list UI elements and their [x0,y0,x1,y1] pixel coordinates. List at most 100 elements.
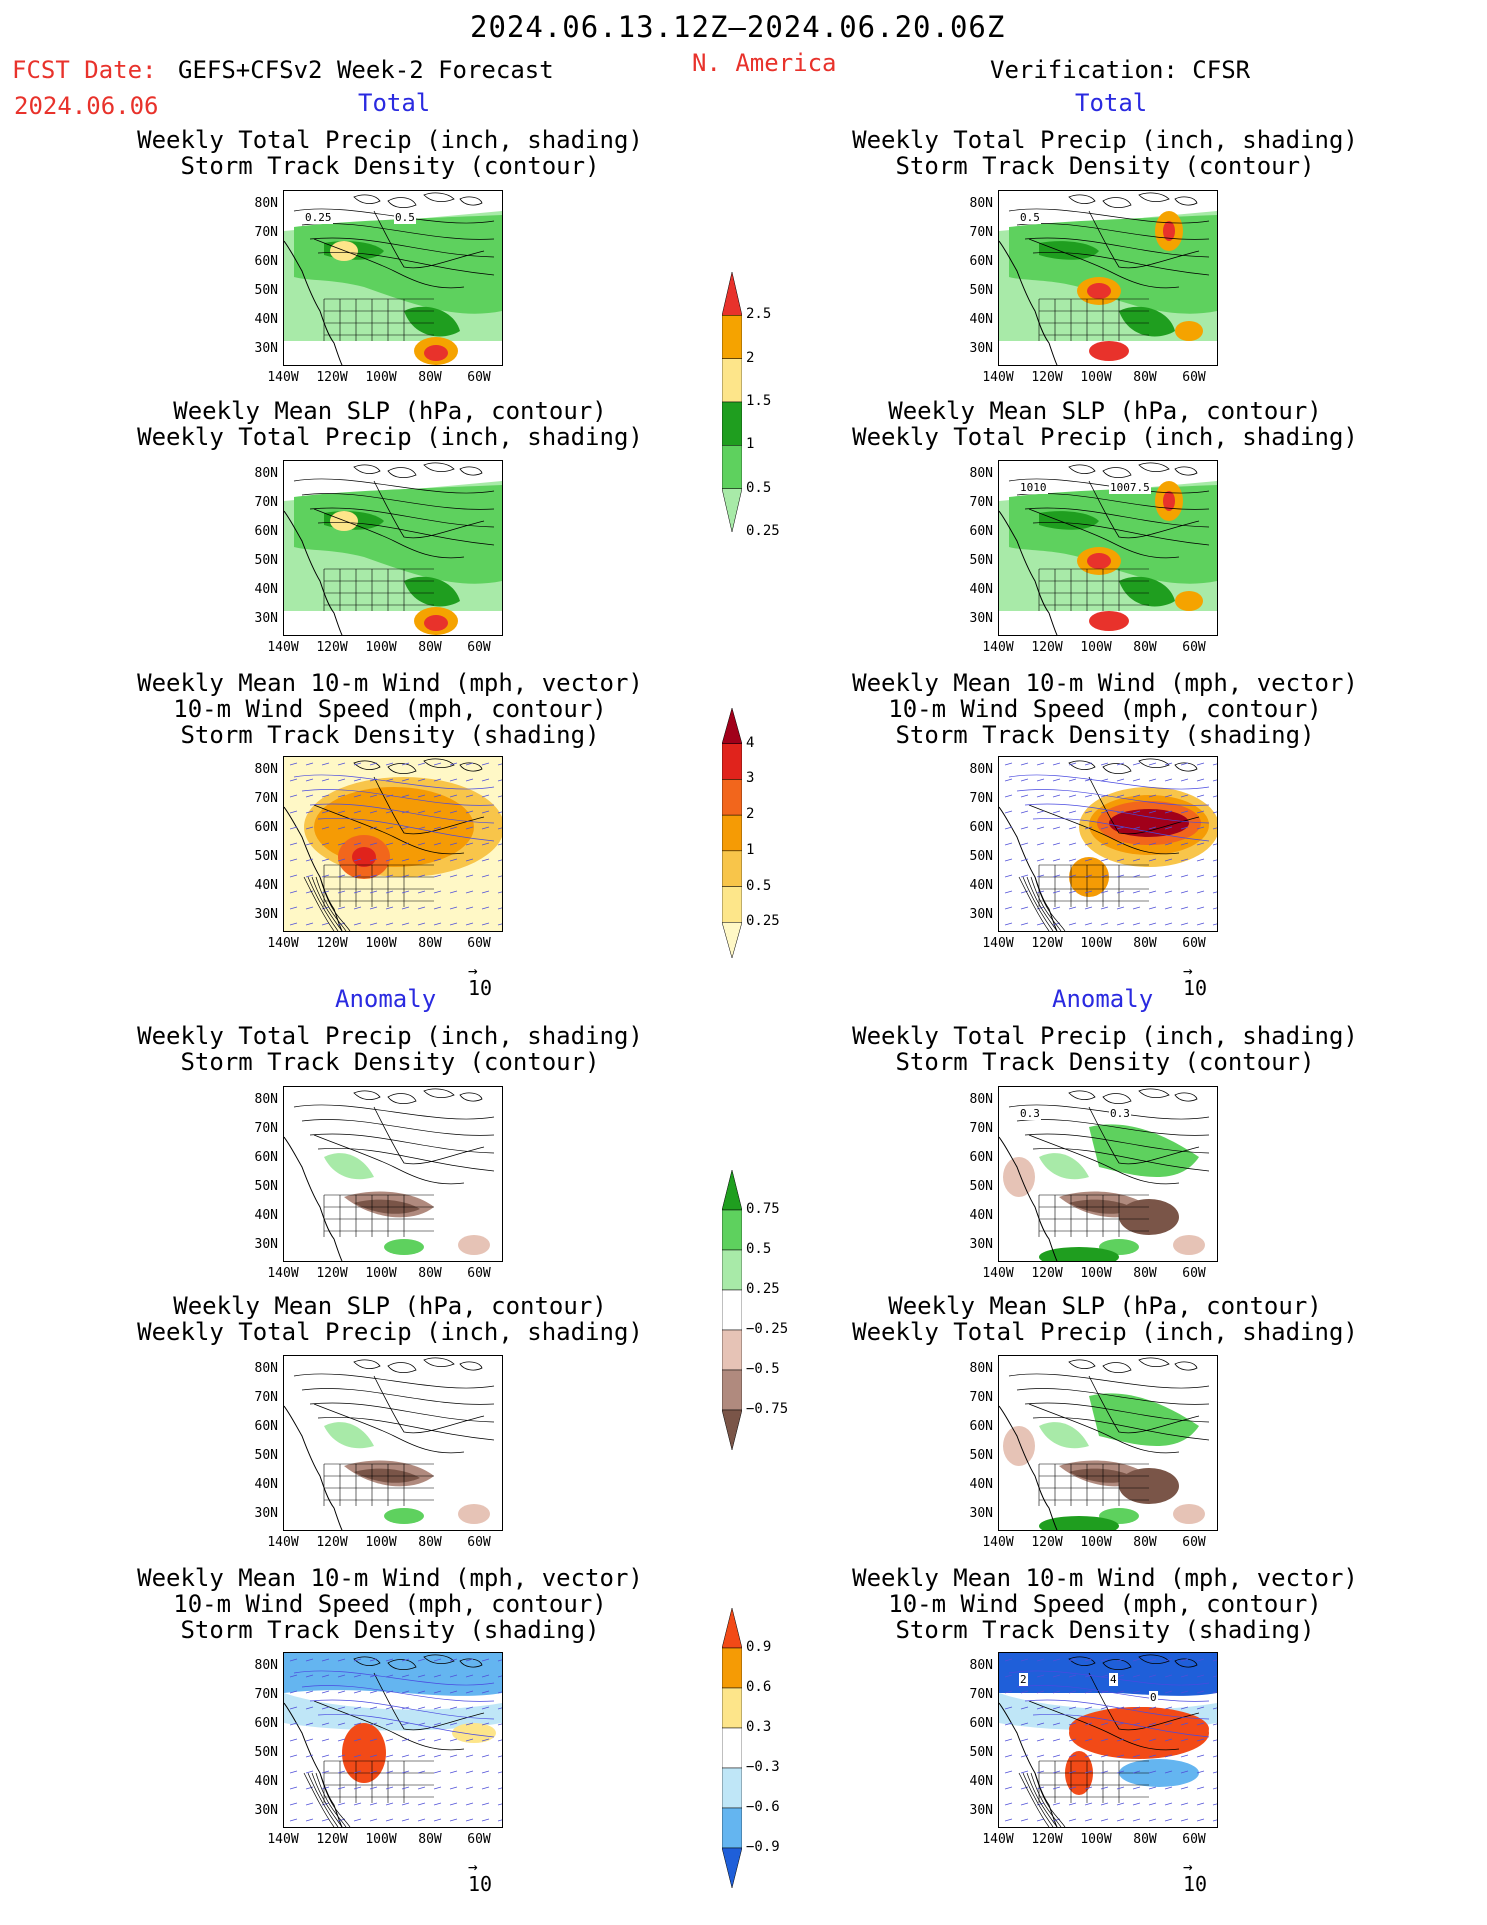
lon-tick-label: 100W [365,1832,397,1847]
colorbar-tick-label: 0.9 [746,1639,772,1655]
lon-tick-label: 120W [316,370,348,385]
lon-tick-label: 120W [1031,1535,1063,1550]
lat-tick-label: 50N [254,1745,278,1760]
lon-tick-label: 120W [316,1535,348,1550]
lat-tick-label: 60N [254,1419,278,1434]
lat-tick-label: 50N [969,849,993,864]
lat-tick-label: 50N [254,553,278,568]
colorbar-precip_total [721,271,743,533]
lat-tick-label: 70N [969,225,993,240]
lat-tick-label: 30N [969,907,993,922]
panel-title-line: Weekly Total Precip (inch, shading) [852,1318,1358,1346]
lon-tick-label: 60W [1182,936,1206,951]
lon-tick-label: 120W [1031,640,1063,655]
lat-tick-label: 80N [254,762,278,777]
lat-tick-label: 80N [969,1361,993,1376]
colorbar-tick-label: −0.5 [746,1361,780,1377]
lon-tick-label: 60W [467,1266,491,1281]
lat-tick-label: 50N [254,1179,278,1194]
colorbar-tick-label: 3 [746,770,755,787]
colorbar-tick-label: 0.25 [746,1281,780,1297]
panel-title-line: Storm Track Density (shading) [895,721,1315,749]
map-r6-c2: 2 4 0 [998,1652,1218,1828]
vector-reference-arrow-icon: → [468,1857,478,1876]
lat-tick-label: 50N [969,1745,993,1760]
lat-tick-label: 80N [254,1658,278,1673]
map-r1-c2: 0.5 [998,190,1218,366]
section-anomaly-left: Anomaly [335,985,437,1013]
lon-tick-label: 140W [982,640,1014,655]
colorbar-tick-label: 1 [746,436,755,453]
lon-tick-label: 140W [267,370,299,385]
vector-reference-arrow-icon: → [1183,961,1193,980]
panel-title-line: Storm Track Density (contour) [180,152,600,180]
map-r1-c1: 0.25 0.5 [283,190,503,366]
lon-tick-label: 100W [365,1266,397,1281]
lat-tick-label: 40N [969,1208,993,1223]
panel-title-line: Storm Track Density (contour) [895,152,1315,180]
vector-reference-value: 10 [1183,1872,1208,1896]
lon-tick-label: 80W [1133,1266,1157,1281]
panel-title-line: Weekly Total Precip (inch, shading) [852,126,1358,154]
lat-tick-label: 50N [254,849,278,864]
lon-tick-label: 80W [418,640,442,655]
vector-reference-arrow-icon: → [468,961,478,980]
lat-tick-label: 80N [969,466,993,481]
forecast-title: GEFS+CFSv2 Week-2 Forecast [178,56,554,84]
lat-tick-label: 30N [254,1803,278,1818]
lon-tick-label: 80W [1133,1535,1157,1550]
lat-tick-label: 40N [969,1477,993,1492]
panel-title-line: Weekly Mean 10-m Wind (mph, vector) [137,669,643,697]
map-r5-c1 [283,1355,503,1531]
colorbar-tick-label: 0.5 [746,877,772,894]
lon-tick-label: 80W [1133,640,1157,655]
panel-title-line: Weekly Total Precip (inch, shading) [137,1022,643,1050]
panel-title-line: Weekly Total Precip (inch, shading) [137,126,643,154]
lat-tick-label: 40N [254,1477,278,1492]
lon-tick-label: 140W [267,936,299,951]
lon-tick-label: 80W [1133,370,1157,385]
lon-tick-label: 120W [316,1832,348,1847]
map-r3-c1 [283,756,503,932]
panel-title-line: 10-m Wind Speed (mph, contour) [173,695,607,723]
lat-tick-label: 50N [254,1448,278,1463]
lon-tick-label: 100W [1080,936,1112,951]
lat-tick-label: 30N [254,611,278,626]
panel-title-r1-c2: Weekly Total Precip (inch, shading) Storm… [805,127,1405,179]
panel-title-line: 10-m Wind Speed (mph, contour) [173,1590,607,1618]
lon-tick-label: 140W [982,370,1014,385]
panel-title-line: Weekly Total Precip (inch, shading) [852,1022,1358,1050]
lat-tick-label: 80N [969,1658,993,1673]
panel-title-line: Storm Track Density (shading) [895,1616,1315,1644]
colorbar-tick-label: 0.5 [746,479,772,496]
panel-title-line: Weekly Mean 10-m Wind (mph, vector) [852,669,1358,697]
lat-tick-label: 40N [969,878,993,893]
panel-title-r4-c2: Weekly Total Precip (inch, shading) Storm… [805,1023,1405,1075]
lat-tick-label: 60N [254,524,278,539]
lat-tick-label: 30N [969,341,993,356]
lon-tick-label: 60W [467,370,491,385]
lat-tick-label: 60N [254,820,278,835]
lat-tick-label: 60N [969,1419,993,1434]
lat-tick-label: 30N [254,341,278,356]
panel-title-r6-c1: Weekly Mean 10-m Wind (mph, vector) 10-m … [90,1565,690,1643]
lon-tick-label: 120W [316,640,348,655]
lon-tick-label: 80W [418,370,442,385]
lon-tick-label: 60W [467,1535,491,1550]
lat-tick-label: 50N [969,553,993,568]
lat-tick-label: 70N [254,1121,278,1136]
lon-tick-label: 100W [1080,1832,1112,1847]
lat-tick-label: 60N [254,254,278,269]
colorbar-tick-label: 2.5 [746,306,772,323]
lon-tick-label: 100W [1080,1535,1112,1550]
lat-tick-label: 30N [969,1803,993,1818]
colorbar-tick-label: 1 [746,841,755,858]
lon-tick-label: 100W [365,640,397,655]
lon-tick-label: 140W [267,640,299,655]
region-label: N. America [692,49,837,77]
lat-tick-label: 70N [254,225,278,240]
colorbar-tick-label: 0.75 [746,1201,780,1217]
vector-reference-value: 10 [468,1872,493,1896]
lat-tick-label: 60N [969,1716,993,1731]
period-header: 2024.06.13.12Z‒2024.06.20.06Z [470,10,1006,44]
